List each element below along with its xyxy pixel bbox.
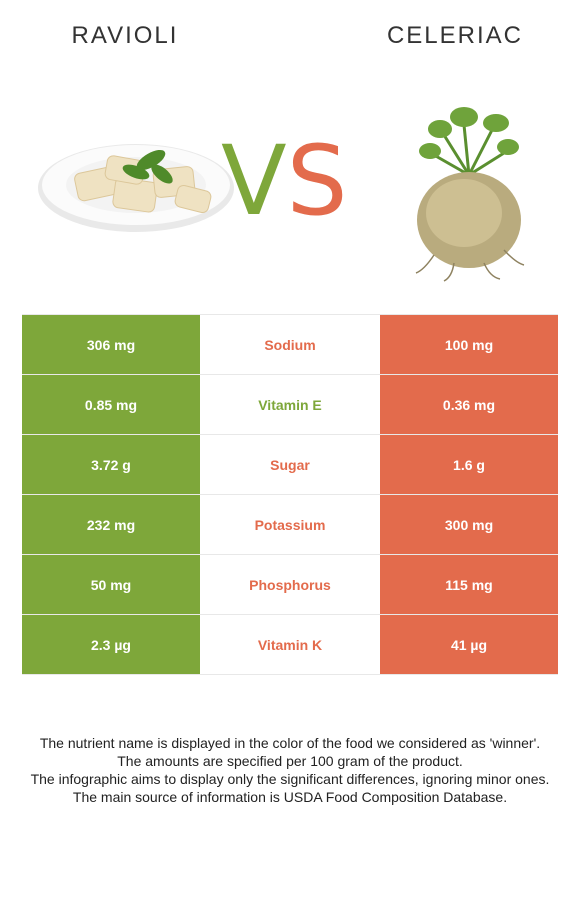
- table-row: 50 mg Phosphorus 115 mg: [22, 555, 558, 615]
- left-value: 0.85 mg: [22, 375, 200, 434]
- footer-notes: The nutrient name is displayed in the co…: [30, 734, 550, 806]
- table-row: 232 mg Potassium 300 mg: [22, 495, 558, 555]
- right-value: 1.6 g: [380, 435, 558, 494]
- vs-v: V: [221, 125, 287, 237]
- footer-note: The amounts are specified per 100 gram o…: [117, 753, 463, 769]
- left-value: 3.72 g: [22, 435, 200, 494]
- right-value: 100 mg: [380, 315, 558, 374]
- footer-note: The nutrient name is displayed in the co…: [39, 735, 541, 751]
- nutrient-name: Vitamin E: [258, 396, 322, 413]
- table-row: 306 mg Sodium 100 mg: [22, 314, 558, 375]
- vs-label: VS: [221, 133, 348, 229]
- right-value: 0.36 mg: [380, 375, 558, 434]
- footer-note: The infographic aims to display only the…: [30, 771, 550, 787]
- nutrient-name: Potassium: [254, 516, 326, 533]
- right-value: 41 µg: [380, 615, 558, 674]
- left-value: 50 mg: [22, 555, 200, 614]
- left-value: 306 mg: [22, 315, 200, 374]
- right-food-title: CELERIAC: [386, 22, 524, 49]
- table-row: 0.85 mg Vitamin E 0.36 mg: [22, 375, 558, 435]
- nutrient-name: Sugar: [270, 456, 310, 473]
- table-row: 3.72 g Sugar 1.6 g: [22, 435, 558, 495]
- nutrient-name: Phosphorus: [249, 576, 331, 593]
- table-row: 2.3 µg Vitamin K 41 µg: [22, 615, 558, 675]
- comparison-table: 306 mg Sodium 100 mg 0.85 mg Vitamin E 0.36 m…: [22, 314, 558, 675]
- vs-s: S: [286, 125, 348, 237]
- footer-note: The main source of information is USDA F…: [72, 789, 508, 805]
- right-value: 115 mg: [380, 555, 558, 614]
- nutrient-name: Sodium: [264, 336, 316, 353]
- nutrient-name: Vitamin K: [257, 636, 323, 653]
- ravioli-image: [38, 144, 234, 232]
- right-value: 300 mg: [380, 495, 558, 554]
- left-food-title: RAVIOLI: [71, 22, 179, 49]
- celeriac-image: [415, 107, 525, 282]
- left-value: 232 mg: [22, 495, 200, 554]
- left-value: 2.3 µg: [22, 615, 200, 674]
